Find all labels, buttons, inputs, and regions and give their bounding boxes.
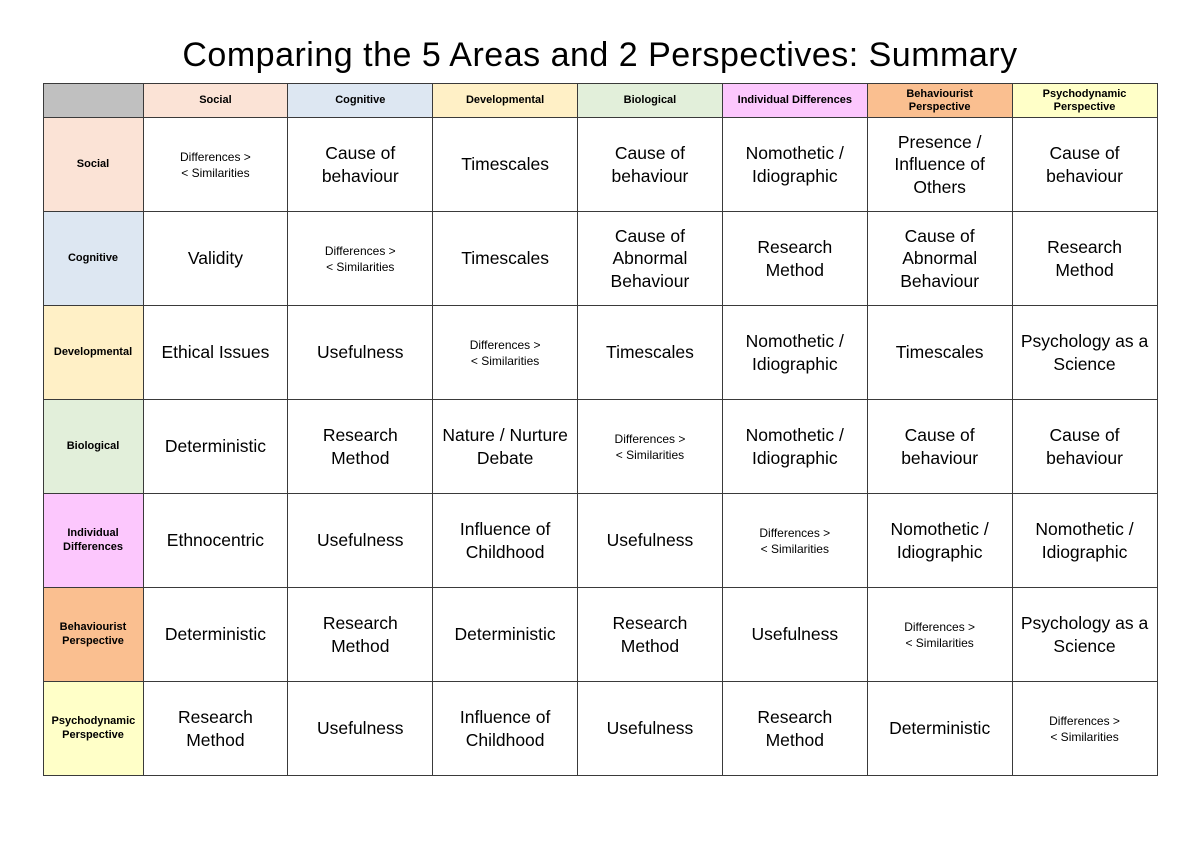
table-cell: Research Method [287,399,434,495]
table-cell: Timescales [432,211,579,307]
table-cell: Deterministic [142,587,289,683]
table-cell: Deterministic [432,587,579,683]
table-cell: Nomothetic / Idiographic [721,117,868,213]
column-header-individual-differences: Individual Differences [721,82,868,119]
table-cell: Deterministic [866,681,1013,777]
table-cell: Cause of Abnormal Behaviour [577,211,723,307]
row-header-cognitive: Cognitive [42,211,144,307]
table-cell: Nature / Nurture Debate [432,399,579,495]
table-row-developmental: Developmental Ethical Issues Usefulness … [42,305,1158,401]
table-row-individual-differences: Individual Differences Ethnocentric Usef… [42,493,1158,589]
table-cell: Nomothetic / Idiographic [721,399,868,495]
table-cell: Research Method [721,211,868,307]
table-cell: Nomothetic / Idiographic [866,493,1013,589]
table-cell: Research Method [721,681,868,777]
table-cell: Psychology as a Science [1011,305,1158,401]
diagonal-cell-developmental: Differences > < Similarities [432,305,579,401]
table-cell: Psychology as a Science [1011,587,1158,683]
table-cell: Research Method [287,587,434,683]
diagonal-cell-social: Differences > < Similarities [142,117,289,213]
table-row-biological: Biological Deterministic Research Method… [42,399,1158,495]
table-cell: Ethnocentric [142,493,289,589]
table-cell: Research Method [1011,211,1158,307]
table-cell: Cause of behaviour [866,399,1013,495]
table-cell: Cause of behaviour [577,117,723,213]
table-cell: Usefulness [577,681,723,777]
table-cell: Nomothetic / Idiographic [1011,493,1158,589]
row-header-individual-differences: Individual Differences [42,493,144,589]
table-cell: Usefulness [287,681,434,777]
table-cell: Influence of Childhood [432,493,579,589]
table-row-psychodynamic-perspective: Psychodynamic Perspective Research Metho… [42,681,1158,777]
row-header-developmental: Developmental [42,305,144,401]
table-cell: Cause of Abnormal Behaviour [866,211,1013,307]
column-header-social: Social [142,82,289,119]
table-cell: Usefulness [721,587,868,683]
table-cell: Influence of Childhood [432,681,579,777]
column-header-developmental: Developmental [432,82,579,119]
page-title: Comparing the 5 Areas and 2 Perspectives… [182,36,1018,74]
table-cell: Cause of behaviour [1011,117,1158,213]
diagonal-cell-behaviourist-perspective: Differences > < Similarities [866,587,1013,683]
table-cell: Ethical Issues [142,305,289,401]
table-cell: Research Method [577,587,723,683]
table-cell: Nomothetic / Idiographic [721,305,868,401]
table-cell: Cause of behaviour [287,117,434,213]
table-cell: Timescales [577,305,723,401]
diagonal-cell-biological: Differences > < Similarities [577,399,723,495]
table-cell: Timescales [432,117,579,213]
table-cell: Research Method [142,681,289,777]
table-cell: Presence / Influence of Others [866,117,1013,213]
table-row-cognitive: Cognitive Validity Differences > < Simil… [42,211,1158,307]
diagonal-cell-psychodynamic-perspective: Differences > < Similarities [1011,681,1158,777]
diagonal-cell-cognitive: Differences > < Similarities [287,211,434,307]
row-header-psychodynamic-perspective: Psychodynamic Perspective [42,681,144,777]
header-row: Social Cognitive Developmental Biologica… [42,82,1158,119]
column-header-biological: Biological [577,82,723,119]
diagonal-cell-individual-differences: Differences > < Similarities [721,493,868,589]
table-row-behaviourist-perspective: Behaviourist Perspective Deterministic R… [42,587,1158,683]
table-cell: Usefulness [577,493,723,589]
column-header-cognitive: Cognitive [287,82,434,119]
table-cell: Timescales [866,305,1013,401]
corner-cell [42,82,144,119]
row-header-biological: Biological [42,399,144,495]
table-cell: Usefulness [287,493,434,589]
table-header: Social Cognitive Developmental Biologica… [42,82,1158,119]
column-header-psychodynamic-perspective: Psychodynamic Perspective [1011,82,1158,119]
table-cell: Usefulness [287,305,434,401]
table-row-social: Social Differences > < Similarities Caus… [42,117,1158,213]
column-header-behaviourist-perspective: Behaviourist Perspective [866,82,1013,119]
row-header-behaviourist-perspective: Behaviourist Perspective [42,587,144,683]
table-cell: Validity [142,211,289,307]
comparison-table: Social Cognitive Developmental Biologica… [42,82,1158,777]
table-cell: Deterministic [142,399,289,495]
table-body: Social Differences > < Similarities Caus… [42,117,1158,777]
row-header-social: Social [42,117,144,213]
table-cell: Cause of behaviour [1011,399,1158,495]
